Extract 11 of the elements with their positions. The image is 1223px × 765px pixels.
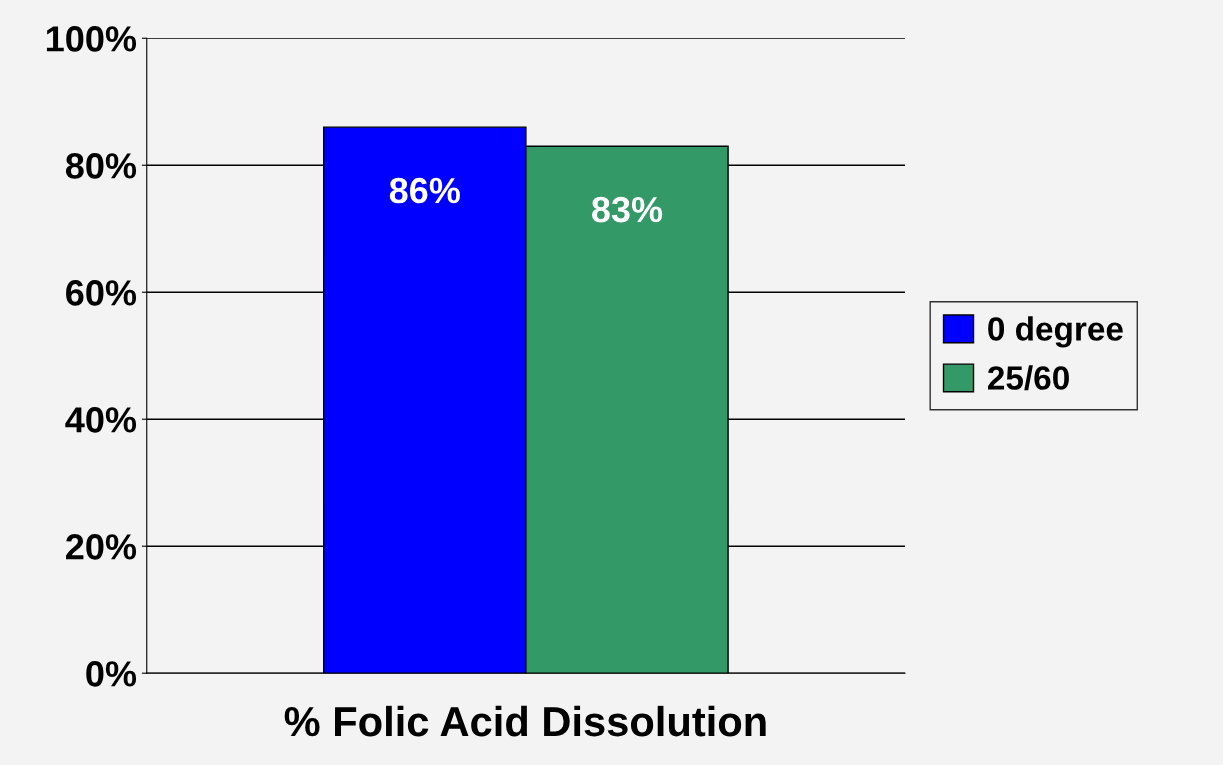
data-label: 86% [389, 177, 460, 204]
y-tick-label: 20% [66, 534, 137, 560]
y-tick-label: 40% [65, 407, 137, 433]
x-axis-title: % Folic Acid Dissolution [284, 705, 766, 737]
y-tick-label: 80% [65, 153, 137, 179]
data-label: 83% [592, 196, 663, 223]
y-tick-label: 0% [86, 661, 137, 687]
y-tick-label: 60% [66, 280, 137, 306]
legend-label: 25/60 [988, 365, 1069, 391]
y-tick-label: 100% [46, 26, 137, 52]
legend-label: 0 degree [988, 316, 1123, 348]
